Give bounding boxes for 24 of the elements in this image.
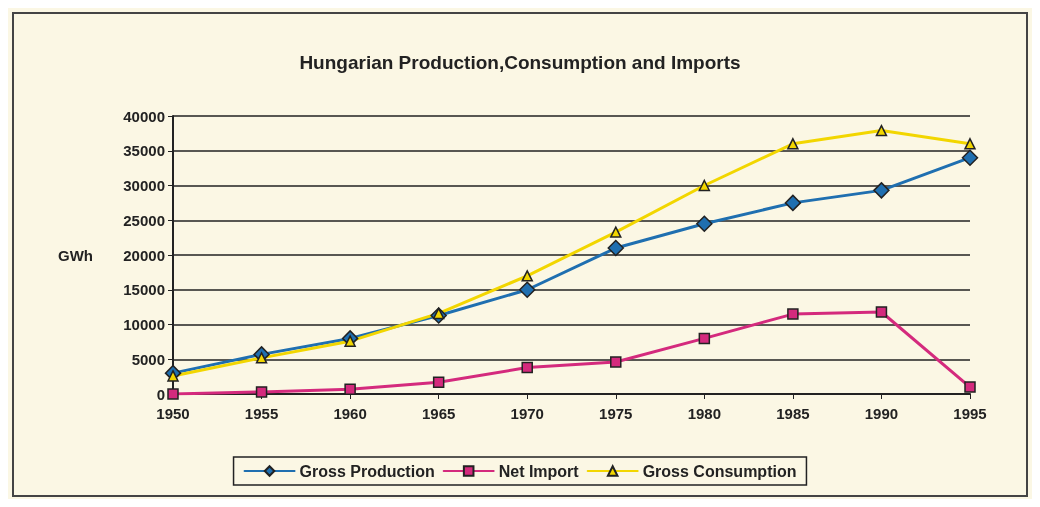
y-tick-label: 30000 (123, 177, 165, 194)
x-tick-label: 1965 (421, 405, 456, 422)
x-tick-label: 1975 (599, 405, 633, 422)
legend-label: Gross Production (299, 462, 435, 480)
x-tick-label: 1985 (776, 405, 810, 422)
y-axis-title: GWh (58, 246, 93, 264)
x-tick-label: 1960 (333, 405, 367, 422)
y-tick-label: 10000 (123, 316, 165, 333)
chart-title: Hungarian Production,Consumption and Imports (299, 52, 741, 73)
legend-label: Net Import (498, 462, 580, 480)
y-tick-label: 25000 (123, 211, 165, 229)
y-tick-label: 40000 (123, 107, 165, 125)
legend-label: Gross Consumption (642, 462, 797, 480)
x-tick-label: 1970 (510, 405, 544, 422)
x-tick-label: 1955 (244, 405, 279, 422)
x-tick-label: 1950 (156, 405, 190, 422)
x-tick-label: 1980 (687, 405, 722, 422)
y-tick-label: 20000 (123, 246, 165, 264)
y-tick-label: 5000 (131, 350, 165, 368)
x-tick-label: 1995 (953, 405, 987, 422)
y-tick-label: 35000 (123, 142, 165, 160)
x-tick-label: 1990 (864, 405, 899, 422)
y-tick-label: 0 (156, 385, 165, 403)
y-tick-label: 15000 (123, 281, 165, 299)
